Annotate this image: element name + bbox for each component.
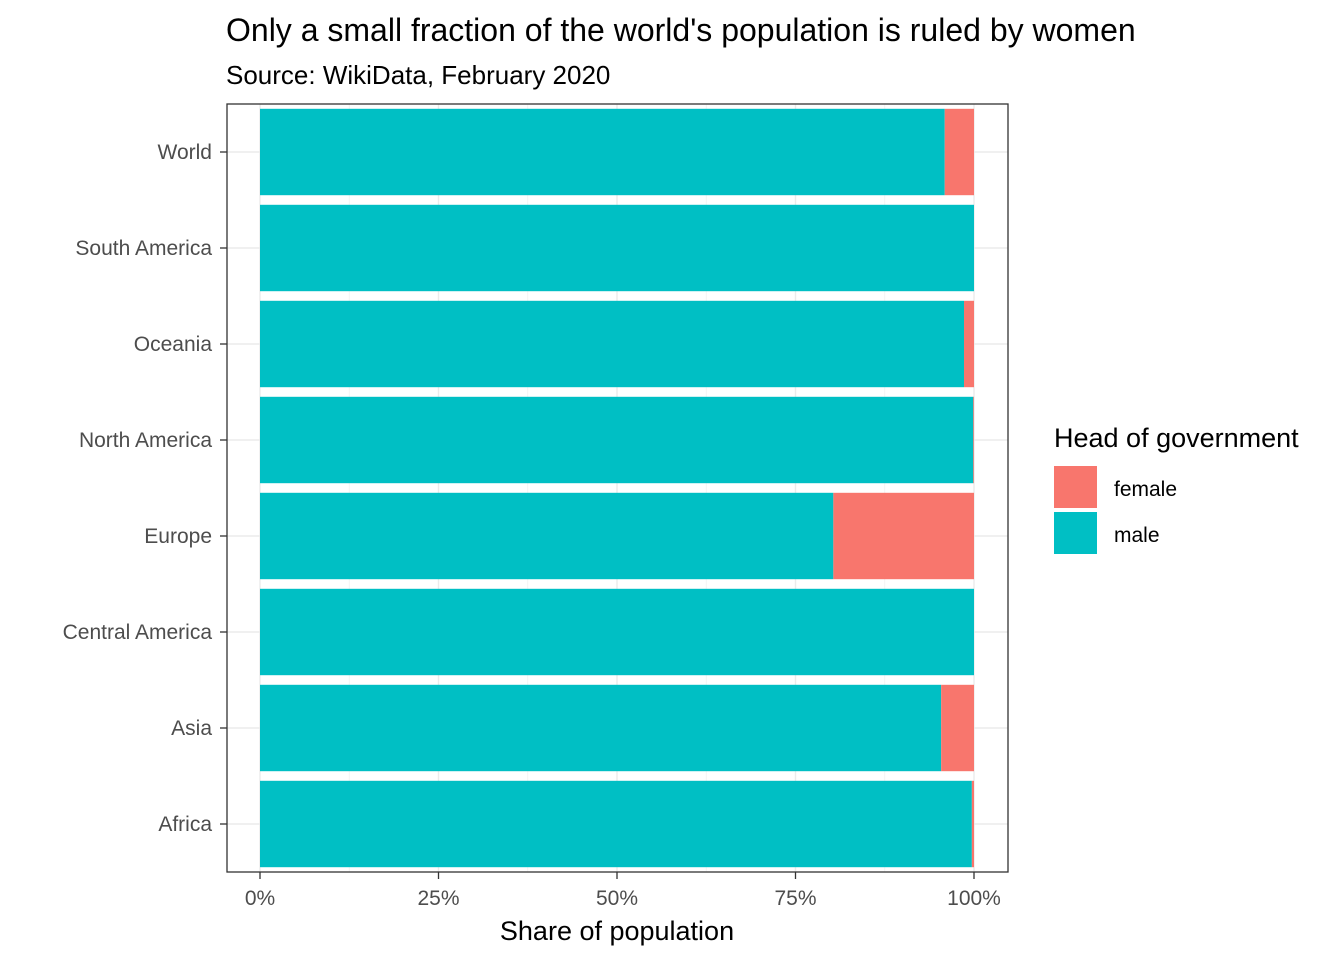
legend: Head of government female male [1054, 423, 1299, 554]
x-tick-label: 50% [596, 887, 638, 910]
legend-label-female: female [1114, 478, 1177, 501]
bar-male-asia [260, 684, 942, 772]
bar-female-asia [941, 684, 974, 772]
x-tick-label: 0% [245, 887, 275, 910]
x-tick-label: 25% [417, 887, 459, 910]
y-tick-label: South America [75, 237, 212, 260]
bar-male-central-america [260, 588, 974, 676]
bar-female-world [944, 108, 974, 196]
legend-key-male [1054, 512, 1097, 554]
bar-male-oceania [260, 300, 965, 388]
x-tick-label: 100% [947, 887, 1001, 910]
x-tick-label: 75% [774, 887, 816, 910]
legend-key-female [1054, 466, 1097, 508]
legend-label-male: male [1114, 524, 1160, 547]
x-axis-title: Share of population [500, 916, 734, 946]
y-tick-label: Europe [144, 525, 212, 548]
bar-female-africa [971, 780, 974, 868]
y-tick-label: Oceania [134, 333, 213, 356]
bar-male-world [260, 108, 945, 196]
bar-male-africa [260, 780, 972, 868]
y-tick-label: Central America [63, 621, 213, 644]
bar-male-europe [260, 492, 834, 580]
bars [260, 108, 974, 868]
chart-subtitle: Source: WikiData, February 2020 [226, 60, 610, 90]
x-axis: 0% 25% 50% 75% 100% [245, 872, 1001, 910]
legend-title: Head of government [1054, 423, 1299, 453]
y-tick-label: World [158, 141, 212, 164]
y-tick-label: Africa [158, 813, 212, 836]
bar-male-north-america [260, 396, 974, 484]
bar-female-europe [833, 492, 974, 580]
bar-female-oceania [964, 300, 974, 388]
bar-male-south-america [260, 204, 974, 292]
y-tick-label: Asia [171, 717, 212, 740]
bar-female-north-america [973, 396, 974, 484]
y-tick-label: North America [79, 429, 212, 452]
chart-title: Only a small fraction of the world's pop… [226, 12, 1136, 48]
y-axis: World South America Oceania North America Eu… [63, 141, 227, 836]
